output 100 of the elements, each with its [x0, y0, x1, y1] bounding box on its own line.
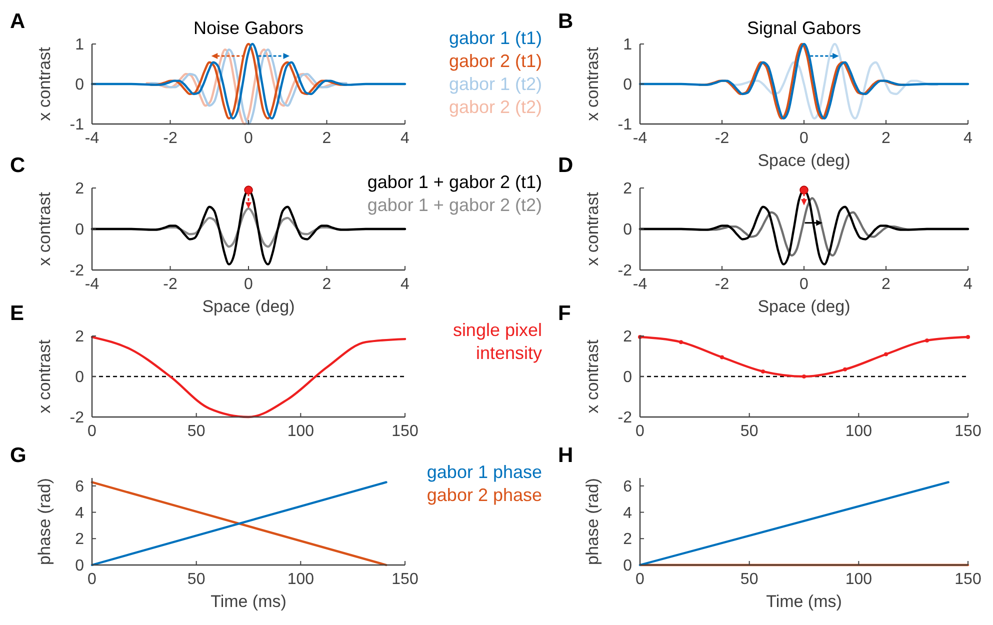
- text: E: [10, 302, 24, 325]
- line-series: [90, 336, 406, 418]
- y-tick-label: 2: [75, 328, 84, 346]
- y-tick-label: 0: [623, 222, 632, 239]
- y-axis-title: x contrast: [35, 192, 54, 266]
- text: C: [10, 154, 26, 177]
- y-axis-title: x contrast: [583, 46, 602, 121]
- series-label: gabor 1 + gabor 2 (t2): [367, 195, 542, 215]
- y-axis-title: phase (rad): [583, 478, 602, 565]
- x-tick-label: -4: [84, 130, 100, 147]
- text: gabor 2 (t1): [448, 51, 542, 71]
- y-tick-label: -2: [618, 410, 632, 427]
- x-tick-label: -2: [163, 130, 178, 147]
- x-tick-label: 150: [954, 571, 982, 588]
- y-tick-label: 0: [75, 369, 84, 386]
- text: F: [558, 302, 571, 325]
- point: [843, 367, 847, 372]
- y-tick-label: 0: [75, 558, 84, 575]
- chart-title: Noise Gabors: [193, 18, 304, 38]
- text: G: [10, 444, 26, 467]
- chart-title: Signal Gabors: [746, 18, 862, 38]
- y-tick-label: 2: [623, 328, 632, 346]
- x-tick-label: -4: [632, 130, 648, 147]
- x-tick-label: 4: [964, 276, 973, 293]
- x-tick-label: 100: [287, 423, 314, 440]
- x-tick-label: 150: [392, 423, 418, 440]
- y-tick-label: -1: [618, 116, 632, 134]
- x-tick-label: -2: [714, 130, 730, 147]
- y-tick-label: 2: [623, 531, 632, 548]
- y-tick-label: 2: [75, 531, 84, 548]
- y-tick-label: 0: [623, 76, 632, 94]
- x-tick-label: 2: [322, 130, 332, 147]
- point: [884, 352, 888, 356]
- x-tick-label: 150: [392, 571, 418, 588]
- x-tick-label: 0: [636, 423, 645, 440]
- x-tick-label: 4: [964, 130, 973, 147]
- y-tick-label: 0: [75, 76, 84, 94]
- x-tick-label: 50: [187, 571, 206, 588]
- y-tick-label: 1: [75, 36, 84, 54]
- point: [802, 374, 806, 378]
- x-tick-label: -2: [714, 276, 730, 293]
- y-tick-label: 6: [623, 478, 632, 496]
- x-tick-label: 100: [845, 571, 872, 588]
- x-axis-title: Space (deg): [202, 297, 295, 316]
- text: gabor 1 (t1): [448, 28, 542, 48]
- x-axis-title: Space (deg): [758, 297, 850, 316]
- x-tick-label: 2: [882, 276, 891, 293]
- y-tick-label: 2: [623, 180, 632, 198]
- x-tick-label: 4: [400, 276, 410, 293]
- x-tick-label: 0: [88, 423, 97, 440]
- x-tick-label: -4: [84, 276, 100, 293]
- text: D: [558, 154, 574, 177]
- y-axis-title: phase (rad): [35, 478, 54, 565]
- point: [925, 338, 929, 342]
- point: [966, 335, 970, 340]
- x-tick-label: 100: [845, 423, 872, 440]
- line-series: [731, 42, 938, 120]
- point: [679, 340, 683, 344]
- y-tick-label: -1: [70, 116, 84, 134]
- text: B: [558, 10, 574, 33]
- line-series: [638, 42, 970, 120]
- x-tick-label: 0: [244, 276, 254, 293]
- y-tick-label: 0: [75, 222, 84, 239]
- y-axis-title: x contrast: [583, 192, 602, 266]
- y-tick-label: 4: [623, 504, 632, 522]
- x-tick-label: -4: [632, 276, 648, 293]
- x-tick-label: 100: [287, 571, 314, 588]
- text: A: [10, 10, 26, 33]
- text: gabor 2 (t2): [448, 97, 542, 117]
- y-tick-label: 2: [75, 180, 84, 198]
- x-tick-label: 0: [636, 571, 645, 588]
- point: [761, 369, 765, 374]
- text: gabor 1 + gabor 2 (t1): [367, 172, 542, 192]
- y-tick-label: -2: [70, 262, 84, 280]
- x-tick-label: 0: [88, 571, 97, 588]
- y-tick-label: 0: [623, 369, 632, 386]
- x-tick-label: 4: [400, 130, 410, 147]
- y-tick-label: 1: [623, 36, 632, 54]
- x-tick-label: 0: [800, 276, 809, 293]
- y-tick-label: 6: [75, 478, 84, 496]
- x-tick-label: 0: [800, 130, 809, 147]
- x-tick-label: 50: [187, 423, 206, 440]
- text: gabor 1 (t2): [448, 74, 542, 94]
- line-series: [90, 42, 406, 120]
- x-axis-title: Time (ms): [766, 592, 842, 611]
- x-tick-label: 0: [244, 130, 254, 147]
- y-tick-label: -2: [70, 410, 84, 427]
- text: gabor 2 phase: [426, 485, 542, 505]
- y-tick-label: -2: [618, 262, 632, 280]
- text: H: [558, 444, 574, 467]
- y-tick-label: 4: [75, 504, 84, 522]
- x-tick-label: 50: [740, 571, 758, 588]
- text: single pixel intensity: [452, 320, 542, 363]
- x-tick-label: 50: [740, 423, 758, 440]
- x-axis-title: Time (ms): [210, 592, 286, 611]
- x-tick-label: -2: [163, 276, 178, 293]
- y-tick-label: 0: [623, 558, 632, 575]
- y-axis-title: x contrast: [583, 339, 602, 414]
- x-axis-title: Space (deg): [758, 151, 850, 170]
- y-axis-title: x contrast: [35, 46, 54, 121]
